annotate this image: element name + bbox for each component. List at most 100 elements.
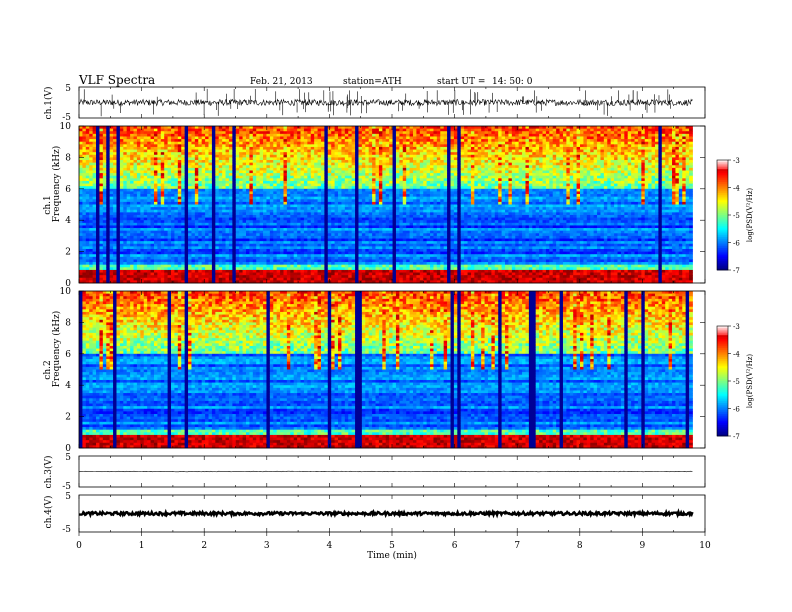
spectrogram-cell (352, 136, 356, 139)
spectrogram-cell (86, 205, 90, 208)
spectrogram-cell (226, 184, 230, 187)
spectrogram-cell (89, 168, 93, 171)
spectrogram-cell (263, 212, 267, 215)
spectrogram-cell (127, 191, 131, 194)
spectrogram-cell (345, 218, 349, 221)
spectrogram-cell (239, 257, 243, 260)
spectrogram-cell (195, 278, 199, 281)
spectrogram-cell (239, 157, 243, 160)
spectrogram-cell (93, 186, 97, 189)
spectrogram-cell (297, 252, 301, 255)
spectrogram-cell (110, 207, 114, 210)
spectrogram-cell (82, 160, 86, 163)
spectrogram-cell (215, 163, 219, 166)
spectrogram-cell (110, 252, 114, 255)
spectrogram-cell (249, 246, 253, 249)
spectrogram-cell (93, 257, 97, 260)
spectrogram-cell (226, 199, 230, 202)
spectrogram-cell (134, 278, 138, 281)
spectrogram-cell (256, 246, 260, 249)
spectrogram-cell (191, 186, 195, 189)
spectrogram-cell (157, 163, 161, 166)
spectrogram-cell (246, 262, 250, 265)
spectrogram-cell (188, 131, 192, 134)
spectrogram-cell (345, 220, 349, 223)
spectrogram-cell (277, 160, 281, 163)
spectrogram-cell (205, 136, 209, 139)
spectrogram-cell (120, 236, 124, 239)
spectrogram-cell (144, 173, 148, 176)
spectrogram-cell (82, 252, 86, 255)
spectrogram-cell (243, 165, 247, 168)
spectrogram-cell (266, 168, 270, 171)
spectrogram-cell (205, 218, 209, 221)
spectrogram-cell (328, 170, 332, 173)
spectrogram-cell (277, 131, 281, 134)
spectrogram-cell (113, 275, 117, 278)
spectrogram-cell (205, 191, 209, 194)
spectrogram-cell (113, 191, 117, 194)
spectrogram-cell (137, 265, 141, 268)
spectrogram-cell (181, 205, 185, 208)
spectrogram-cell (283, 155, 287, 158)
spectrogram-cell (110, 163, 114, 166)
spectrogram-cell (253, 265, 257, 268)
spectrogram-cell (212, 275, 216, 278)
spectrogram-cell (106, 212, 110, 215)
spectrogram-cell (89, 246, 93, 249)
spectrogram-cell (82, 220, 86, 223)
spectrogram-cell (239, 262, 243, 265)
spectrogram-cell (171, 220, 175, 223)
spectrogram-cell (86, 236, 90, 239)
spectrogram-cell (301, 210, 305, 213)
spectrogram-cell (164, 218, 168, 221)
spectrogram-cell (86, 142, 90, 145)
spectrogram-cell (263, 267, 267, 270)
spectrogram-cell (151, 189, 155, 192)
spectrogram-cell (93, 131, 97, 134)
spectrogram-cell (253, 152, 257, 155)
spectrogram-cell (236, 205, 240, 208)
spectrogram-cell (321, 194, 325, 197)
spectrogram-cell (89, 239, 93, 242)
spectrogram-cell (157, 181, 161, 184)
spectrogram-cell (335, 207, 339, 210)
spectrogram-cell (157, 131, 161, 134)
spectrogram-cell (253, 173, 257, 176)
spectrogram-cell (181, 246, 185, 249)
spectrogram-cell (263, 244, 267, 247)
spectrogram-cell (212, 257, 216, 260)
spectrogram-cell (205, 207, 209, 210)
spectrogram-cell (301, 152, 305, 155)
spectrogram-cell (205, 155, 209, 158)
spectrogram-cell (256, 236, 260, 239)
spectrogram-cell (147, 257, 151, 260)
spectrogram-cell (318, 215, 322, 218)
spectrogram-cell (215, 246, 219, 249)
spectrogram-cell (263, 152, 267, 155)
spectrogram-cell (113, 249, 117, 252)
spectrogram-cell (314, 215, 318, 218)
spectrogram-cell (311, 205, 315, 208)
spectrogram-cell (280, 170, 284, 173)
spectrogram-cell (191, 142, 195, 145)
spectrogram-cell (161, 126, 165, 129)
spectrogram-cell (86, 165, 90, 168)
spectrogram-cell (335, 194, 339, 197)
spectrogram-cell (311, 199, 315, 202)
spectrogram-cell (209, 228, 213, 231)
spectrogram-cell (174, 233, 178, 236)
spectrogram-cell (202, 157, 206, 160)
spectrogram-cell (256, 278, 260, 281)
spectrogram-cell (345, 252, 349, 255)
spectrogram-cell (89, 228, 93, 231)
spectrogram-cell (185, 246, 189, 249)
spectrogram-cell (164, 186, 168, 189)
spectrogram-cell (311, 155, 315, 158)
spectrogram-cell (345, 191, 349, 194)
spectrogram-cell (209, 262, 213, 265)
spectrogram-cell (99, 186, 103, 189)
spectrogram-cell (178, 265, 182, 268)
spectrogram-cell (106, 202, 110, 205)
spectrogram-cell (147, 134, 151, 137)
